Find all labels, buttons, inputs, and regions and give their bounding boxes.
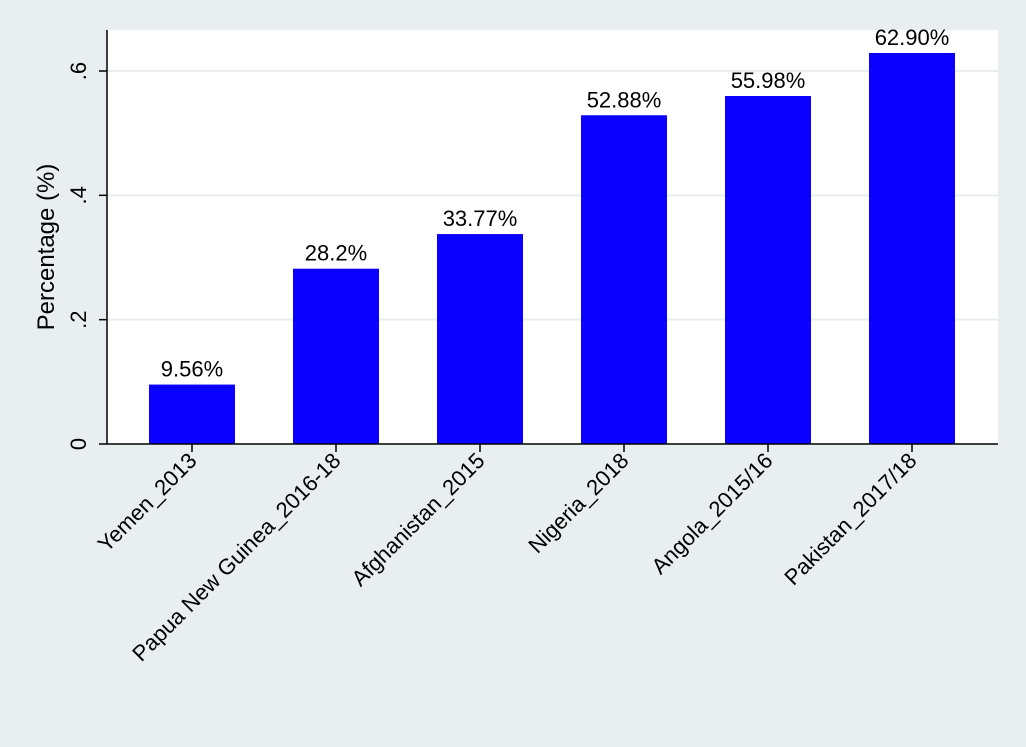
data-label: 52.88% (587, 87, 662, 112)
bar (149, 384, 235, 444)
x-tick-label: Pakistan_2017/18 (779, 448, 921, 590)
y-tick-label: 0 (66, 438, 91, 450)
data-label: 33.77% (443, 206, 518, 231)
grid-lines (107, 70, 998, 321)
x-tick-label: Yemen_2013 (93, 448, 202, 557)
bar (869, 52, 955, 444)
bar (437, 234, 523, 444)
data-label: 28.2% (305, 241, 367, 266)
y-tick-label: .4 (66, 186, 91, 204)
data-label: 62.90% (875, 25, 950, 50)
x-tick-label: Afghanistan_2015 (346, 448, 489, 591)
y-tick-label: .6 (66, 62, 91, 80)
y-axis-title: Percentage (%) (33, 164, 60, 331)
x-tick-label: Nigeria_2018 (523, 448, 633, 558)
y-tick-label: .2 (66, 310, 91, 328)
data-labels: 9.56% 28.2% 33.77% 52.88% 55.98% 62.90% (161, 25, 950, 382)
bar (293, 268, 379, 444)
plot-area (107, 30, 998, 444)
bar (581, 115, 667, 444)
data-label: 9.56% (161, 357, 223, 382)
data-label: 55.98% (731, 68, 806, 93)
bar (725, 95, 811, 444)
bars (149, 52, 955, 444)
x-tick-label: Angola_2015/16 (647, 448, 778, 579)
